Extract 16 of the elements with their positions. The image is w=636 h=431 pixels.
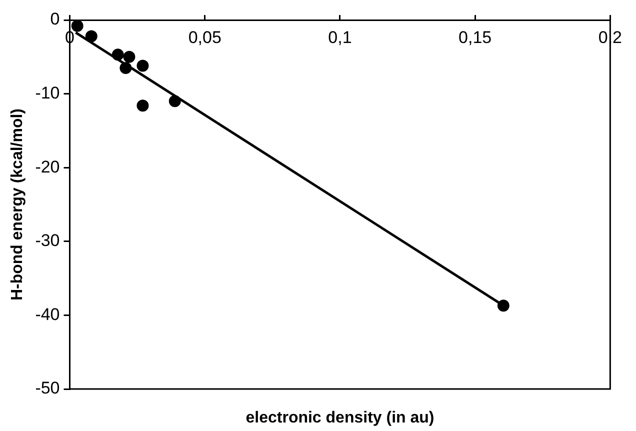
y-tick-label: 0 [50, 10, 60, 29]
x-axis-title: electronic density (in au) [246, 409, 434, 426]
y-tick-label: -30 [35, 231, 60, 250]
point [71, 20, 84, 32]
y-tick-label: -50 [35, 378, 60, 398]
point [123, 50, 136, 63]
point [136, 100, 149, 112]
x-tick-label: 0,05 [188, 28, 222, 47]
y-tick-label: -20 [35, 157, 60, 176]
point [136, 60, 149, 72]
y-tick-label: -10 [35, 83, 60, 102]
y-axis-title: H-bond energy (kcal/mol) [9, 108, 26, 301]
point [85, 30, 98, 42]
y-tick-label: -40 [35, 304, 60, 324]
x-tick-label: 0,15 [458, 28, 492, 47]
x-tick-label: 0,1 [328, 28, 352, 47]
